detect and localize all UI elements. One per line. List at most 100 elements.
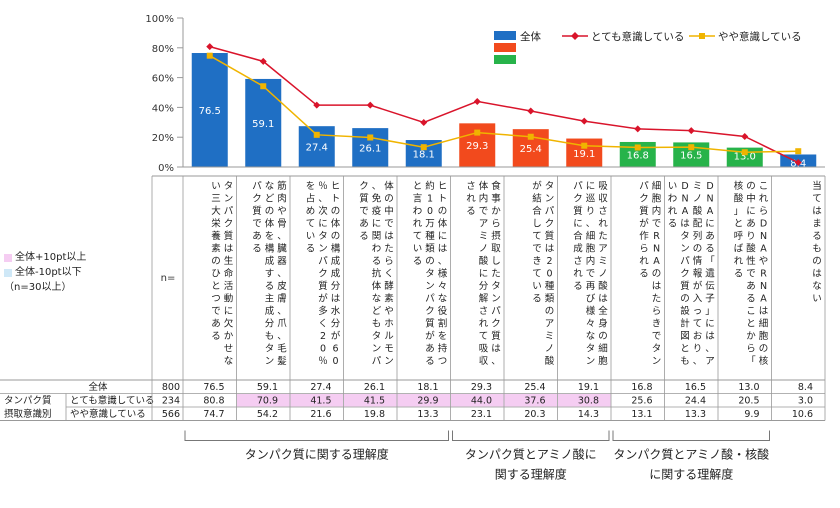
category-label-char: パ	[318, 256, 328, 267]
category-label-char: も	[680, 356, 690, 367]
category-label-char: タ	[265, 344, 275, 355]
category-label-char: パ	[425, 294, 435, 305]
category-label-char: は	[680, 219, 690, 230]
category-label-char: 呼	[734, 231, 744, 242]
category-label-char: 酵	[384, 281, 394, 292]
category-label-char: 類	[425, 244, 435, 255]
category-label-char: れ	[668, 206, 678, 217]
category-label-char: わ	[668, 194, 678, 205]
category-label-char: ン	[384, 356, 394, 367]
category-label-char: 合	[573, 230, 583, 242]
legend-label-somewhat: やや意識している	[718, 30, 802, 43]
highlight-legend: 全体+10pt以上 全体-10pt以下 （n=30以上）	[4, 250, 86, 295]
highlight-cell-up	[344, 394, 397, 407]
category-label-char: 々	[586, 319, 596, 330]
category-label-char: 0	[332, 356, 338, 367]
category-label-char: 」	[734, 206, 744, 217]
table-cell-value: 13.3	[417, 409, 438, 420]
category-label-char: の	[598, 331, 608, 342]
point-very	[366, 101, 374, 109]
category-label-char: 図	[680, 331, 690, 342]
highlight-cell-up	[397, 394, 450, 407]
category-label-char: 質	[224, 230, 234, 242]
category-label-char: や	[277, 206, 287, 217]
category-label-char: に	[746, 206, 756, 217]
category-label-char: ク	[491, 319, 501, 330]
category-label-char: き	[532, 256, 542, 267]
table-cell-value: 16.8	[631, 382, 652, 393]
line-series-somewhat	[209, 55, 799, 153]
category-label-char: 臓	[277, 244, 287, 255]
category-label-char: パ	[252, 181, 262, 192]
bar-value-label: 25.4	[520, 144, 542, 155]
category-label-char: パ	[639, 181, 649, 192]
group-bracket	[184, 430, 449, 441]
category-label-char: は	[705, 331, 715, 342]
category-label-char: ク	[425, 306, 435, 317]
table-cell-value: 44.0	[471, 396, 492, 407]
category-label-char: や	[384, 306, 394, 317]
highlight-legend-note: （n=30以上）	[4, 280, 86, 295]
point-very	[420, 118, 428, 126]
category-label-char: 成	[331, 255, 341, 267]
table-cell-value: 14.3	[578, 409, 599, 420]
category-label-char: 主	[265, 293, 275, 305]
category-label-char: 分	[479, 281, 489, 292]
point-somewhat	[581, 142, 588, 149]
bar	[191, 53, 228, 167]
legend-swatch-red	[494, 43, 516, 52]
point-very	[580, 117, 588, 125]
category-label-char: 、	[318, 194, 328, 205]
category-label-char: も	[812, 244, 822, 255]
category-label-char: 吸	[479, 344, 489, 355]
category-label-char: に	[224, 306, 234, 317]
category-label-char: て	[306, 219, 316, 230]
category-label-char: 質	[425, 318, 435, 330]
category-label-char: は	[331, 294, 341, 305]
category-label-char: N	[760, 281, 767, 292]
category-label-char: 髪	[277, 355, 287, 367]
category-label-char: く	[318, 319, 328, 330]
category-label-char: も	[372, 319, 382, 330]
highlight-cell-up	[558, 394, 611, 407]
category-label-char: タ	[318, 231, 328, 242]
category-label-char: 酸	[693, 205, 703, 217]
category-label-char: ン	[680, 244, 690, 255]
y-tick-label: 100%	[145, 14, 174, 25]
category-label-char: 分	[331, 281, 341, 292]
table-cell-value: 10.6	[792, 409, 813, 420]
category-label-char: わ	[372, 244, 382, 255]
table-row-label: やや意識している	[70, 408, 146, 420]
category-label-char: ン	[224, 194, 234, 205]
category-label-char: て	[693, 319, 703, 330]
category-label-char: 成	[331, 268, 341, 280]
category-label-char: ア	[598, 244, 608, 255]
category-label-char: る	[306, 244, 316, 255]
category-label-char: 成	[265, 305, 275, 317]
category-label-char: い	[812, 294, 822, 305]
highlight-legend-up: 全体+10pt以上	[4, 250, 86, 265]
category-label-char: る	[705, 244, 715, 255]
table-cell-value: 76.5	[203, 382, 224, 393]
category-label-char: 、	[438, 256, 448, 267]
category-label-char: 筋	[277, 180, 287, 192]
category-label-char: は	[438, 244, 448, 255]
category-label-char: る	[746, 294, 756, 305]
category-label-char: 素	[211, 243, 221, 255]
category-label-char: れ	[413, 219, 423, 230]
category-label-char: か	[224, 331, 234, 342]
category-label-char: と	[413, 181, 423, 192]
category-label-char: 吸	[598, 181, 608, 192]
category-label-char: あ	[746, 281, 756, 292]
category-label-char: が	[425, 330, 435, 342]
category-label-char: と	[680, 344, 690, 355]
category-label-char: 報	[693, 269, 703, 280]
highlight-cell-up	[451, 394, 504, 407]
category-label-char: 万	[425, 219, 435, 230]
category-label-char: 成	[573, 243, 583, 255]
category-label-char: タ	[545, 181, 555, 192]
category-label-char: 大	[211, 205, 221, 217]
category-label-char: ル	[384, 331, 394, 342]
category-label-char: 免	[372, 193, 382, 205]
category-label-char: 計	[680, 318, 690, 330]
